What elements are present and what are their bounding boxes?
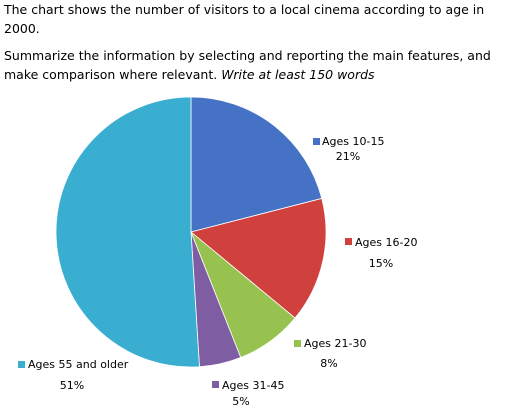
slice-label-ages-55-and-older: Ages 55 and older [28, 358, 129, 371]
pie-slice-ages-55-and-older [55, 96, 200, 368]
slice-label-ages-31-45: Ages 31-45 [222, 379, 284, 392]
task-instruction: Summarize the information by selecting a… [4, 46, 504, 84]
pie-slice-ages-16-20 [190, 197, 327, 319]
slice-value-ages-55-and-older: 51% [60, 379, 84, 392]
legend-swatch-ages-55-and-older [18, 361, 25, 368]
word-count-instruction: Write at least 150 words [221, 67, 375, 82]
slice-value-ages-16-20: 15% [369, 257, 393, 270]
slice-value-ages-21-30: 8% [320, 357, 337, 370]
legend-swatch-ages-16-20 [345, 238, 352, 245]
slice-label-ages-21-30: Ages 21-30 [304, 337, 366, 350]
pie-labels: Ages 10-15 21% Ages 16-20 15% Ages 21-30 8% Ag… [18, 135, 417, 408]
task-description: The chart shows the number of visitors t… [4, 0, 504, 84]
chart-description-text: The chart shows the number of visitors t… [4, 2, 485, 36]
slice-value-ages-10-15: 21% [336, 150, 360, 163]
pie-slices [55, 96, 327, 368]
legend-swatch-ages-10-15 [313, 138, 320, 145]
slice-label-ages-10-15: Ages 10-15 [322, 135, 384, 148]
legend-swatch-ages-31-45 [212, 381, 219, 388]
slice-value-ages-31-45: 5% [232, 395, 249, 408]
legend-swatch-ages-21-30 [294, 340, 301, 347]
slice-label-ages-16-20: Ages 16-20 [355, 236, 417, 249]
task-instruction-text: Summarize the information by selecting a… [4, 48, 491, 82]
pie-slice-ages-10-15 [190, 96, 323, 233]
